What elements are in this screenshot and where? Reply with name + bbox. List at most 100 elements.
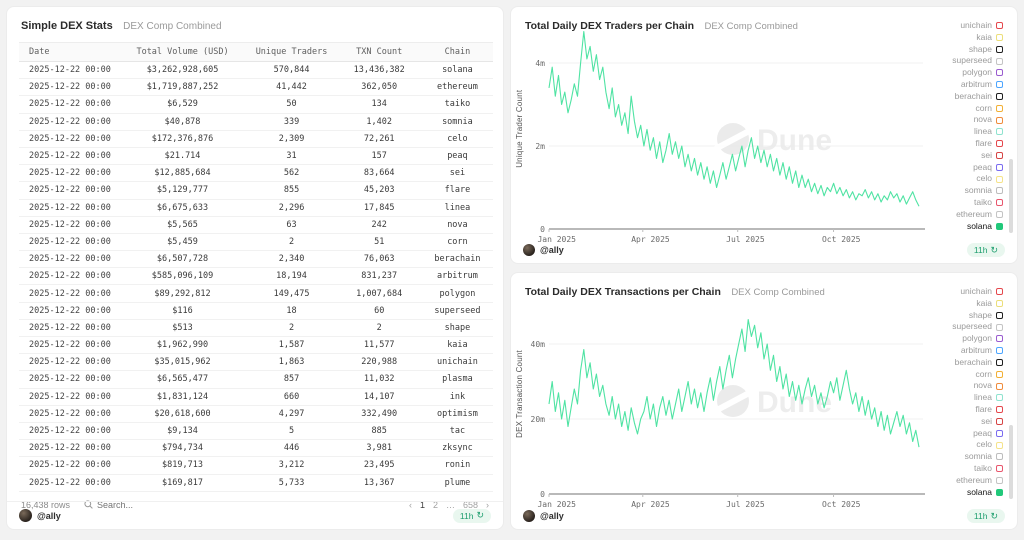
table-cell: ink: [421, 388, 493, 406]
legend-item-taiko[interactable]: taiko: [974, 197, 1003, 207]
page-prev[interactable]: ‹: [408, 499, 412, 510]
legend-swatch-flare: [996, 406, 1003, 414]
page-658[interactable]: 658: [462, 499, 478, 510]
legend-item-ethereum[interactable]: ethereum: [956, 475, 1003, 485]
legend-item-corn[interactable]: corn: [975, 103, 1003, 113]
legend-item-unichain[interactable]: unichain: [960, 286, 1003, 296]
legend-label: berachain: [954, 356, 992, 367]
table-cell: 23,495: [336, 456, 422, 475]
legend-swatch-berachain: [996, 358, 1003, 366]
column-header[interactable]: Date: [19, 42, 119, 62]
y-tick-label: 0: [540, 489, 545, 499]
table-cell: 1,863: [246, 353, 337, 372]
search-input[interactable]: [97, 499, 178, 510]
legend-swatch-kaia: [996, 300, 1003, 307]
legend-item-superseed[interactable]: superseed: [952, 321, 1003, 332]
table-cell: 446: [246, 439, 337, 458]
row-count: 16,438 rows: [21, 499, 71, 510]
table-cell: 2025-12-22 00:00: [19, 199, 119, 217]
refresh-age: 11h: [973, 245, 988, 255]
legend-label: taiko: [974, 462, 992, 473]
transactions-line-chart[interactable]: Dune: [511, 273, 1019, 531]
legend-item-superseed[interactable]: superseed: [952, 55, 1003, 65]
column-header[interactable]: Unique Traders: [246, 42, 337, 62]
page-ellipsis[interactable]: …: [445, 499, 455, 510]
table-cell: plume: [421, 474, 493, 492]
dune-watermark: Dune: [714, 385, 832, 419]
column-header[interactable]: Total Volume (USD): [118, 42, 247, 62]
table-cell: kaia: [421, 336, 493, 355]
legend-item-solana[interactable]: solana: [967, 221, 1003, 231]
legend-swatch-somnia: [996, 187, 1003, 195]
legend-item-linea[interactable]: linea: [974, 392, 1003, 402]
table-cell: 857: [246, 370, 337, 389]
legend-label: flare: [975, 403, 992, 414]
table-cell: $6,565,477: [118, 370, 247, 389]
legend-item-berachain[interactable]: berachain: [954, 356, 1003, 367]
table-cell: 2,340: [246, 250, 337, 269]
legend-label: linea: [974, 126, 992, 137]
table-cell: $6,675,633: [118, 199, 247, 217]
table-cell: 2025-12-22 00:00: [19, 164, 119, 183]
x-tick-label: Jul 2025: [726, 500, 765, 509]
legend-item-polygon[interactable]: polygon: [962, 333, 1003, 343]
traders-line-chart[interactable]: Dune: [511, 7, 1019, 265]
legend-scrollbar[interactable]: [1009, 159, 1013, 233]
refresh-badge[interactable]: 11h ↻: [966, 243, 1005, 257]
column-header[interactable]: Chain: [421, 42, 493, 62]
page-1[interactable]: 1: [419, 499, 425, 510]
legend-item-arbitrum[interactable]: arbitrum: [960, 344, 1003, 355]
table-row: 2025-12-22 00:00 $1,719,887,252 41,442 362,…: [19, 78, 493, 97]
legend-item-somnia[interactable]: somnia: [964, 451, 1003, 462]
page-next[interactable]: ›: [486, 499, 489, 510]
legend-item-flare[interactable]: flare: [975, 403, 1003, 414]
legend-item-corn[interactable]: corn: [975, 369, 1003, 379]
legend-item-arbitrum[interactable]: arbitrum: [960, 78, 1003, 89]
legend-item-taiko[interactable]: taiko: [974, 462, 1003, 473]
table-title: Simple DEX Stats: [21, 20, 113, 32]
chart-header: Total Daily DEX Transactions per Chain D…: [525, 282, 825, 300]
table-cell: plasma: [421, 370, 493, 389]
x-tick-label: Jan 2025: [537, 500, 576, 509]
legend-label: somnia: [964, 451, 992, 462]
legend-item-peaq[interactable]: peaq: [973, 162, 1003, 172]
legend-scrollbar[interactable]: [1009, 425, 1013, 499]
legend-label: arbitrum: [960, 344, 992, 355]
refresh-badge[interactable]: 11h ↻: [452, 508, 491, 523]
legend-item-kaia[interactable]: kaia: [976, 298, 1003, 308]
y-tick-label: 4m: [535, 58, 545, 68]
legend-item-linea[interactable]: linea: [974, 126, 1003, 137]
legend-item-somnia[interactable]: somnia: [965, 185, 1003, 195]
legend-item-sei[interactable]: sei: [981, 150, 1003, 160]
legend-item-nova[interactable]: nova: [974, 380, 1003, 390]
table-subtitle: DEX Comp Combined: [123, 21, 222, 32]
legend-item-peaq[interactable]: peaq: [973, 428, 1003, 438]
legend-item-berachain[interactable]: berachain: [955, 91, 1003, 101]
legend-item-unichain[interactable]: unichain: [960, 20, 1003, 30]
legend-label: arbitrum: [960, 78, 992, 89]
refresh-badge[interactable]: 11h ↻: [966, 509, 1005, 523]
table-cell: 134: [336, 95, 422, 114]
page-2[interactable]: 2: [432, 499, 438, 510]
legend-item-solana[interactable]: solana: [967, 487, 1003, 497]
legend-item-nova[interactable]: nova: [974, 114, 1003, 124]
legend-item-kaia[interactable]: kaia: [976, 32, 1003, 42]
x-tick-label: Apr 2025: [631, 235, 670, 244]
legend-item-ethereum[interactable]: ethereum: [956, 209, 1003, 219]
legend-swatch-shape: [996, 311, 1003, 319]
legend-swatch-ethereum: [996, 476, 1003, 484]
y-tick-label: 0: [540, 224, 545, 234]
legend-item-shape[interactable]: shape: [969, 44, 1003, 54]
legend-item-celo[interactable]: celo: [976, 439, 1003, 449]
traders-chart-card: Total Daily DEX Traders per Chain DEX Co…: [510, 6, 1018, 264]
legend-label: superseed: [952, 321, 992, 332]
column-header[interactable]: TXN Count: [336, 42, 422, 62]
legend-item-sei[interactable]: sei: [981, 416, 1003, 426]
table-cell: 1,587: [246, 336, 337, 355]
legend-item-polygon[interactable]: polygon: [962, 67, 1003, 77]
legend-item-celo[interactable]: celo: [976, 173, 1003, 183]
table-cell: 3,212: [246, 456, 337, 475]
y-tick-label: 40m: [530, 339, 545, 349]
legend-item-flare[interactable]: flare: [975, 138, 1003, 148]
legend-item-shape[interactable]: shape: [969, 310, 1003, 320]
